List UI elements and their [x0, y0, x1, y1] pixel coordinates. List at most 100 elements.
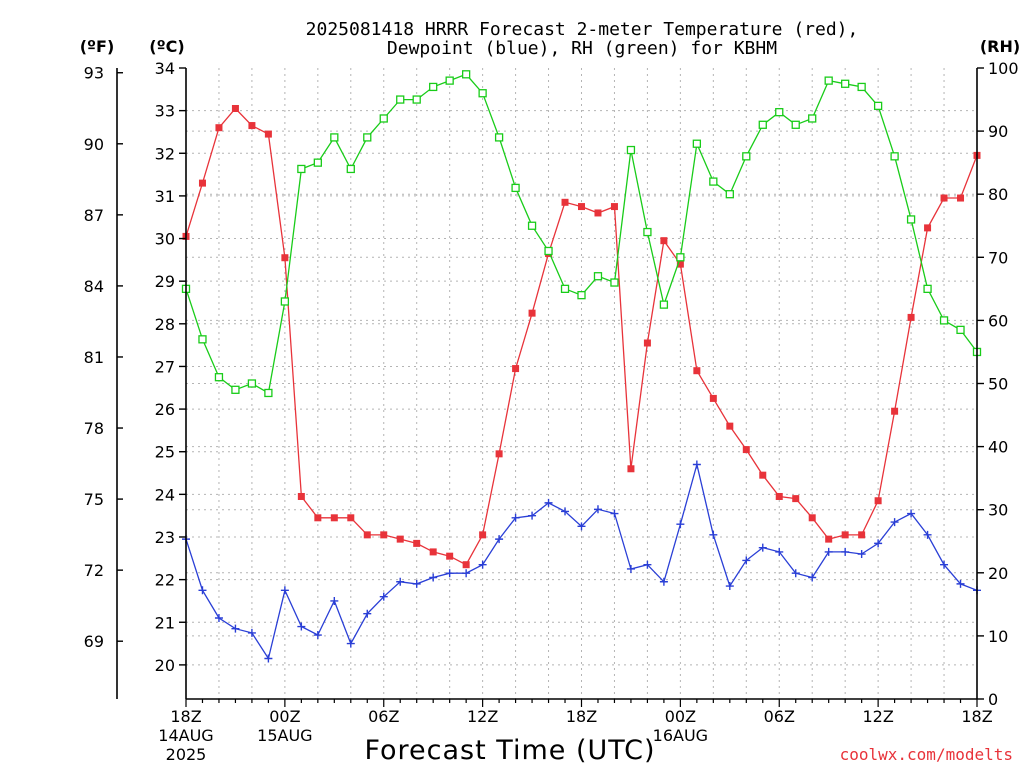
dew-point: [561, 507, 570, 516]
dew-point: [544, 498, 553, 507]
temp-point: [330, 514, 338, 522]
rh-point: [346, 164, 355, 174]
rh-point: [198, 335, 207, 344]
rh-tick-label: 40: [988, 438, 1008, 457]
unit-label-fahrenheit: (ºF): [80, 37, 115, 56]
temp-point: [891, 407, 899, 415]
rh-point: [890, 152, 899, 161]
rh-point: [593, 272, 603, 281]
fahrenheit-tick-label: 69: [84, 632, 104, 651]
rh-point: [396, 95, 405, 104]
dew-point: [758, 543, 767, 552]
temp-point: [561, 198, 569, 206]
temp-point: [429, 548, 437, 556]
x-tick-label: 06Z: [368, 707, 399, 726]
rh-point: [906, 215, 916, 224]
rh-point: [330, 133, 339, 142]
temp-point: [446, 552, 454, 560]
rh-point: [445, 76, 454, 85]
rh-point: [791, 120, 800, 129]
temp-point: [825, 535, 833, 543]
rh-point: [610, 278, 619, 287]
x-tick-label: 06Z: [764, 707, 795, 726]
rh-point: [676, 253, 685, 262]
rh-point: [692, 139, 702, 148]
rh-point: [626, 145, 636, 155]
rh-point: [379, 114, 388, 123]
temp-point: [495, 450, 503, 458]
dew-point: [907, 509, 916, 518]
credit-link[interactable]: coolwx.com/modelts: [840, 745, 1013, 764]
dew-point: [346, 639, 355, 648]
dew-point: [874, 539, 883, 548]
temp-point: [528, 309, 536, 317]
temp-point: [462, 561, 470, 569]
fahrenheit-tick-label: 87: [84, 206, 104, 225]
rh-point: [742, 152, 751, 161]
fahrenheit-tick-label: 78: [84, 419, 104, 438]
rh-point: [939, 316, 949, 325]
rh-point: [577, 291, 586, 300]
dew-point: [676, 520, 685, 529]
rh-tick-label: 20: [988, 564, 1008, 583]
chart-title-line-1: 2025081418 HRRR Forecast 2-meter Tempera…: [306, 19, 859, 40]
rh-point: [478, 89, 487, 98]
temp-point: [759, 471, 767, 479]
rh-point: [643, 227, 652, 237]
celsius-tick-label: 26: [155, 400, 175, 419]
dew-point: [692, 460, 701, 469]
dew-point: [363, 609, 372, 618]
x-tick-label: 12Z: [467, 707, 498, 726]
rh-point: [775, 108, 784, 117]
fahrenheit-tick-label: 72: [84, 561, 104, 580]
temp-point: [957, 194, 965, 202]
celsius-tick-label: 20: [155, 656, 175, 675]
rh-tick-label: 60: [988, 311, 1008, 330]
rh-point: [560, 284, 570, 294]
rh-tick-label: 30: [988, 501, 1008, 520]
celsius-tick-label: 25: [155, 443, 175, 462]
dew-point: [280, 586, 289, 595]
dew-point: [231, 624, 240, 633]
dew-point: [956, 579, 965, 588]
rh-point: [923, 284, 932, 294]
temp-point: [297, 492, 305, 500]
temp-point: [858, 531, 866, 539]
temp-point: [742, 446, 750, 454]
rh-point: [363, 133, 372, 142]
rh-point: [841, 79, 850, 88]
dew-point: [247, 628, 256, 637]
dew-point: [297, 622, 306, 631]
rh-point: [808, 114, 817, 123]
rh-point: [429, 82, 438, 92]
celsius-tick-label: 22: [155, 571, 175, 590]
celsius-tick-label: 31: [155, 187, 175, 206]
temp-point: [874, 497, 882, 505]
x-tick-label: 12Z: [862, 707, 893, 726]
rh-point: [956, 325, 965, 335]
x-tick-label: 18Z: [170, 707, 201, 726]
temp-point: [380, 531, 388, 539]
temp-point: [660, 237, 668, 245]
fahrenheit-tick-label: 81: [84, 348, 104, 367]
rh-point: [313, 158, 322, 167]
temp-point: [726, 422, 734, 430]
dew-point: [429, 573, 438, 582]
temp-point: [627, 465, 635, 473]
x-tick-label: 00Z: [665, 707, 696, 726]
celsius-tick-label: 29: [155, 272, 175, 291]
grid-layer: [186, 68, 977, 699]
dew-point: [528, 511, 537, 520]
rh-point: [873, 101, 883, 111]
celsius-tick-label: 28: [155, 315, 175, 334]
x-tick-label: 18Z: [566, 707, 597, 726]
dew-point: [313, 631, 322, 640]
x-tick-label: 18Z: [961, 707, 992, 726]
dew-point: [791, 569, 800, 578]
celsius-tick-label: 33: [155, 102, 175, 121]
rh-tick-label: 90: [988, 122, 1008, 141]
fahrenheit-tick-label: 93: [84, 64, 104, 83]
dew-point: [775, 547, 784, 556]
rh-tick-label: 100: [988, 59, 1019, 78]
